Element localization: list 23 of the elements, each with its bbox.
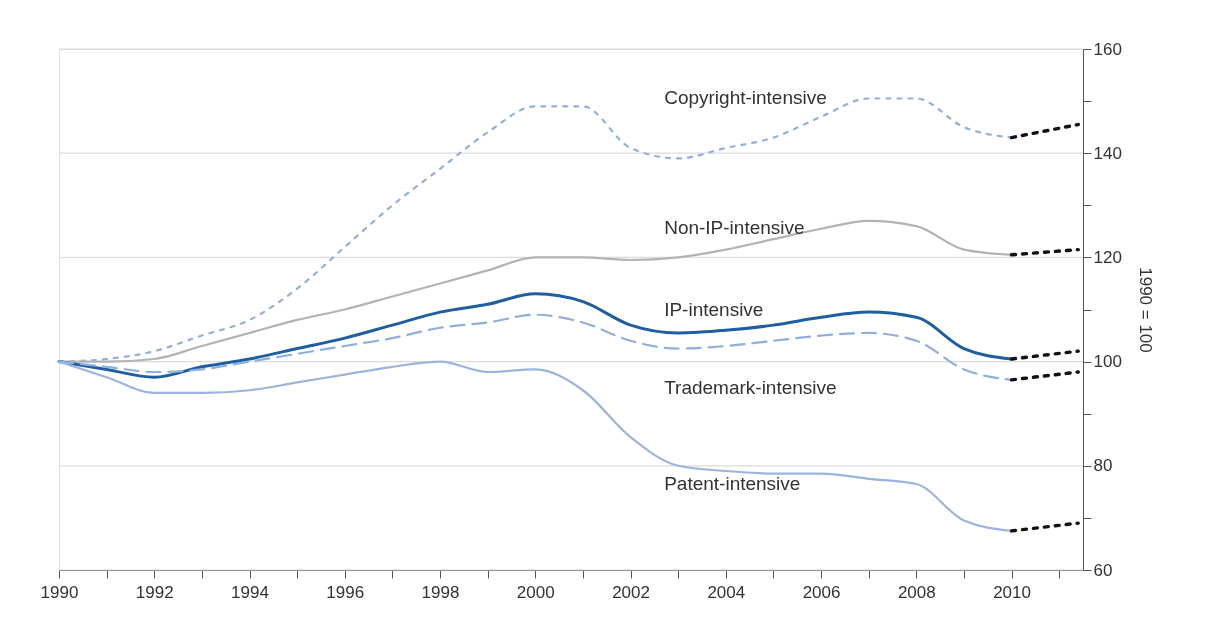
y-tick-label: 140 xyxy=(1093,143,1122,163)
series-label: Non-IP-intensive xyxy=(664,217,805,239)
y-axis-title: 1990 = 100 xyxy=(1135,267,1155,353)
series-label: IP-intensive xyxy=(664,298,764,320)
x-tick-label: 1992 xyxy=(135,582,174,602)
y-tick-label: 80 xyxy=(1093,456,1113,476)
x-tick-label: 2008 xyxy=(897,582,936,602)
x-tick-label: 1990 xyxy=(40,582,79,602)
x-tick-label: 2010 xyxy=(993,582,1031,602)
x-tick-label: 1996 xyxy=(326,582,365,602)
y-tick-label: 60 xyxy=(1093,560,1113,580)
y-tick-label: 120 xyxy=(1093,247,1122,267)
x-tick-label: 2000 xyxy=(516,582,555,602)
y-tick-label: 160 xyxy=(1093,39,1122,59)
series-label: Patent-intensive xyxy=(664,472,801,494)
x-tick-label: 1998 xyxy=(421,582,460,602)
x-tick-label: 2002 xyxy=(612,582,650,602)
y-tick-label: 100 xyxy=(1093,352,1122,372)
x-tick-label: 2004 xyxy=(707,582,746,602)
series-label: Trademark-intensive xyxy=(664,376,837,398)
series-label: Copyright-intensive xyxy=(664,87,827,109)
x-tick-label: 1994 xyxy=(231,582,269,602)
x-tick-label: 2006 xyxy=(802,582,841,602)
